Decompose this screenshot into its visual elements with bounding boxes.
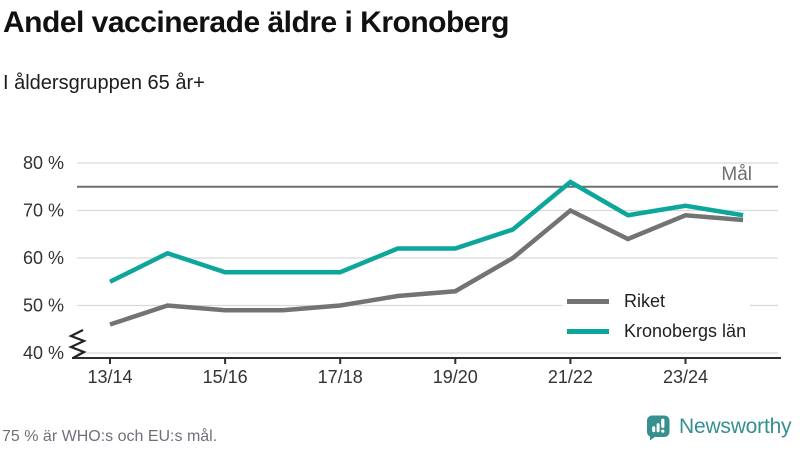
newsworthy-logo-text: Newsworthy (679, 415, 792, 438)
x-tick-label: 13/14 (87, 367, 132, 387)
legend-swatch-kronobergs-lan (567, 329, 609, 334)
y-tick-label: 40 % (23, 343, 64, 363)
y-tick-label: 70 % (23, 201, 64, 221)
legend-item-kronobergs-lan: Kronobergs län (563, 319, 751, 344)
series-line-kronobergs-l-n (109, 179, 744, 284)
x-tick-label: 21/22 (548, 367, 593, 387)
legend: Riket Kronobergs län (563, 289, 751, 344)
newsworthy-logo-icon (647, 415, 670, 441)
y-axis-break-icon (68, 329, 87, 359)
series-line-riket (109, 207, 744, 327)
legend-swatch-riket (567, 299, 609, 304)
legend-label-kronobergs-lan: Kronobergs län (624, 321, 747, 341)
x-tick-label: 15/16 (203, 367, 248, 387)
legend-item-riket: Riket (563, 289, 751, 314)
footnote: 75 % är WHO:s och EU:s mål. (2, 428, 218, 445)
goal-label: Mål (721, 164, 752, 185)
y-tick-label: 50 % (23, 296, 64, 316)
x-tick-label: 17/18 (318, 367, 363, 387)
y-tick-label: 80 % (23, 153, 64, 173)
newsworthy-logo: Newsworthy (645, 413, 792, 441)
chart-subtitle: I åldersgruppen 65 år+ (3, 72, 205, 94)
legend-label-riket: Riket (624, 291, 666, 311)
x-tick-label: 23/24 (663, 367, 708, 387)
y-tick-label: 60 % (23, 248, 64, 268)
x-tick-label: 19/20 (433, 367, 478, 387)
chart-title: Andel vaccinerade äldre i Kronoberg (3, 6, 510, 39)
